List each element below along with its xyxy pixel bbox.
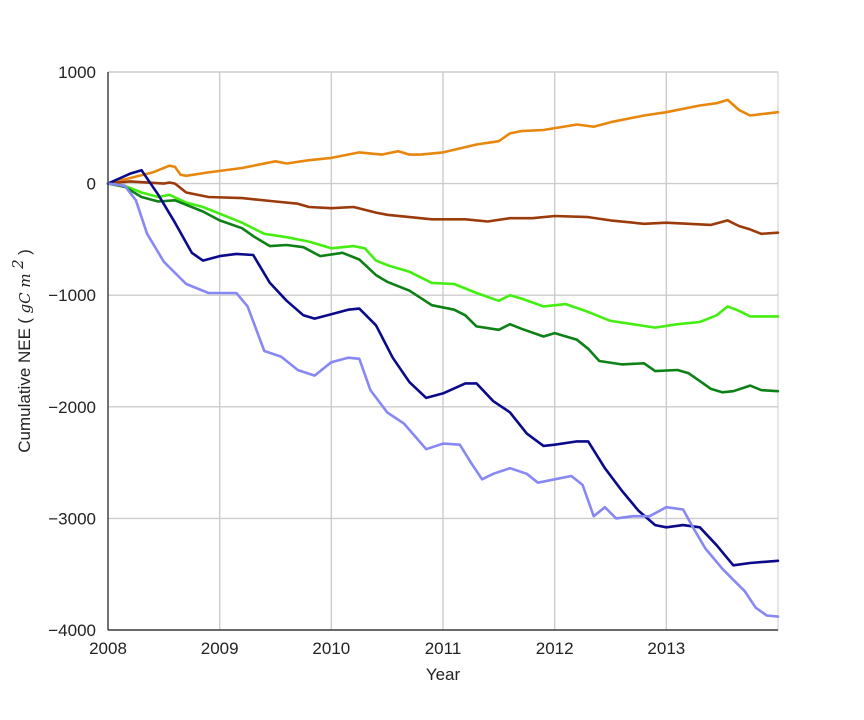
x-tick-label: 2010 [312, 639, 350, 658]
y-tick-labels: −4000 −3000 −2000 −1000 0 1000 [48, 63, 96, 640]
series-line-4 [106, 182, 780, 394]
series-line-6 [106, 182, 780, 618]
series-line-5 [106, 168, 780, 567]
series-lines [106, 98, 780, 618]
y-tick-label: −4000 [48, 621, 96, 640]
y-axis-unit: gC m [16, 273, 34, 313]
y-tick-label: 1000 [58, 63, 96, 82]
series-line-3 [106, 182, 780, 329]
y-tick-label: 0 [87, 175, 96, 194]
y-axis-title-paren-open: ( [15, 318, 34, 324]
series-line-1 [106, 98, 780, 185]
x-tick-label: 2008 [89, 639, 127, 658]
x-tick-labels: 2008 2009 2010 2011 2012 2013 [89, 639, 685, 658]
y-tick-label: −3000 [48, 509, 96, 528]
y-axis-unit-exponent: 2 [9, 259, 27, 270]
y-axis-title: Cumulative NEE ( gC m 2 ) [9, 249, 34, 453]
y-tick-label: −1000 [48, 286, 96, 305]
x-tick-label: 2011 [425, 639, 462, 658]
x-tick-label: 2012 [536, 639, 574, 658]
grid-lines [107, 71, 778, 631]
x-tick-label: 2013 [647, 639, 685, 658]
y-axis-title-paren-close: ) [15, 249, 34, 255]
x-tick-label: 2009 [201, 639, 239, 658]
x-axis-title: Year [426, 665, 461, 684]
series-line-2 [106, 180, 780, 236]
y-tick-label: −2000 [48, 398, 96, 417]
y-axis-title-text: Cumulative NEE [15, 328, 34, 453]
